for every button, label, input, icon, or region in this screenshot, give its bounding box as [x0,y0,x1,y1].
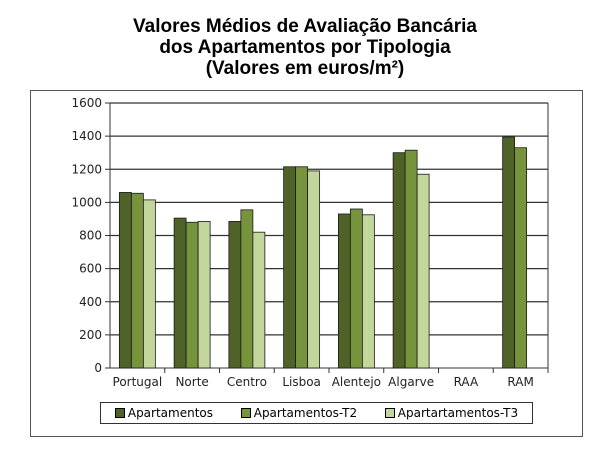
y-tick-label: 600 [79,262,102,276]
bar-ram-2 [514,147,528,369]
title-line-2: dos Apartamentos por Tipologia [159,37,451,58]
bar-lisboa-2 [295,166,309,369]
bar-alentejo-3 [361,214,375,369]
legend-swatch [240,408,251,418]
bar-centro-2 [240,209,254,369]
y-tick-label: 800 [79,229,102,243]
legend-swatch [384,408,395,418]
y-tick-label: 200 [79,328,102,342]
bar-lisboa-3 [307,170,321,369]
bar-portugal-2 [130,192,144,369]
bar-norte-3 [197,221,211,369]
y-tick-label: 400 [79,295,102,309]
legend-label: Apartartamentos-T3 [397,406,519,420]
bar-portugal-3 [142,199,156,369]
bar-norte-1 [173,217,187,369]
x-tick-label: RAM [507,375,533,389]
x-tick-label: Algarve [388,375,434,389]
y-tick-label: 0 [94,361,102,375]
chart-frame [30,90,583,437]
chart-title: Valores Médios de Avaliação Bancária dos… [0,16,610,79]
legend-item: Apartamentos-T2 [240,406,358,420]
bar-algarve-1 [392,152,406,369]
bar-alentejo-1 [337,213,351,369]
bar-centro-1 [228,221,242,369]
y-tick-label: 1600 [71,96,102,110]
x-tick-label: Portugal [113,375,163,389]
bar-lisboa-1 [283,166,297,369]
y-tick-label: 1000 [71,195,102,209]
title-line-3: (Valores em euros/m²) [205,58,405,79]
legend-swatch [114,408,125,418]
y-tick-label: 1200 [71,162,102,176]
bar-algarve-2 [404,149,418,369]
legend-item: Apartartamentos-T3 [384,406,519,420]
bar-portugal-1 [118,192,132,369]
x-tick-label: RAA [454,375,479,389]
legend: Apartamentos Apartamentos-T2 Apartartament… [100,402,533,424]
bar-norte-2 [185,221,199,369]
x-tick-label: Centro [227,375,267,389]
y-tick-label: 1400 [71,129,102,143]
bar-centro-3 [252,231,266,369]
x-tick-label: Lisboa [282,375,321,389]
bar-alentejo-2 [349,208,363,369]
bar-algarve-3 [416,173,430,369]
legend-label: Apartamentos [127,406,214,420]
legend-item: Apartamentos [114,406,214,420]
title-line-1: Valores Médios de Avaliação Bancária [133,16,477,37]
bar-ram-1 [502,136,516,369]
x-tick-label: Norte [175,375,208,389]
legend-label: Apartamentos-T2 [253,406,358,420]
x-tick-label: Alentejo [332,375,381,389]
